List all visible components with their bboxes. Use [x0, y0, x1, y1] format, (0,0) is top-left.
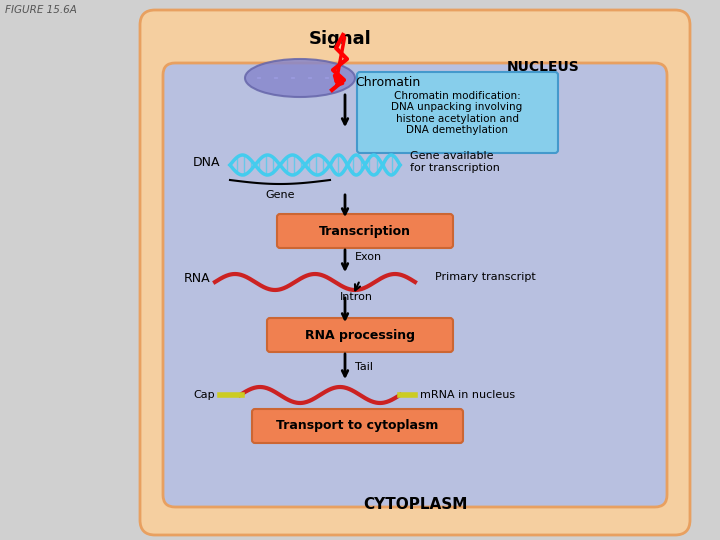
Text: mRNA in nucleus: mRNA in nucleus: [420, 390, 515, 400]
FancyBboxPatch shape: [277, 214, 453, 248]
Text: Transcription: Transcription: [319, 225, 411, 238]
Ellipse shape: [245, 59, 355, 97]
FancyBboxPatch shape: [267, 318, 453, 352]
Text: Gene available
for transcription: Gene available for transcription: [410, 151, 500, 173]
Text: RNA: RNA: [184, 272, 210, 285]
Text: Chromatin: Chromatin: [355, 76, 420, 89]
Text: Cap: Cap: [194, 390, 215, 400]
Text: Gene: Gene: [265, 190, 294, 200]
Text: FIGURE 15.6A: FIGURE 15.6A: [5, 5, 77, 15]
Text: Exon: Exon: [355, 252, 382, 262]
Text: RNA processing: RNA processing: [305, 328, 415, 341]
Text: Tail: Tail: [355, 362, 373, 372]
Text: Primary transcript: Primary transcript: [435, 272, 536, 282]
FancyBboxPatch shape: [140, 10, 690, 535]
FancyBboxPatch shape: [357, 72, 558, 153]
Text: Transport to cytoplasm: Transport to cytoplasm: [276, 420, 438, 433]
Text: DNA: DNA: [192, 156, 220, 168]
Text: Intron: Intron: [340, 292, 373, 302]
FancyBboxPatch shape: [252, 409, 463, 443]
Text: CYTOPLASM: CYTOPLASM: [363, 497, 467, 512]
Text: Signal: Signal: [309, 30, 372, 48]
Text: Chromatin modification:
DNA unpacking involving
histone acetylation and
DNA deme: Chromatin modification: DNA unpacking in…: [392, 91, 523, 136]
FancyBboxPatch shape: [163, 63, 667, 507]
Text: NUCLEUS: NUCLEUS: [508, 60, 580, 74]
